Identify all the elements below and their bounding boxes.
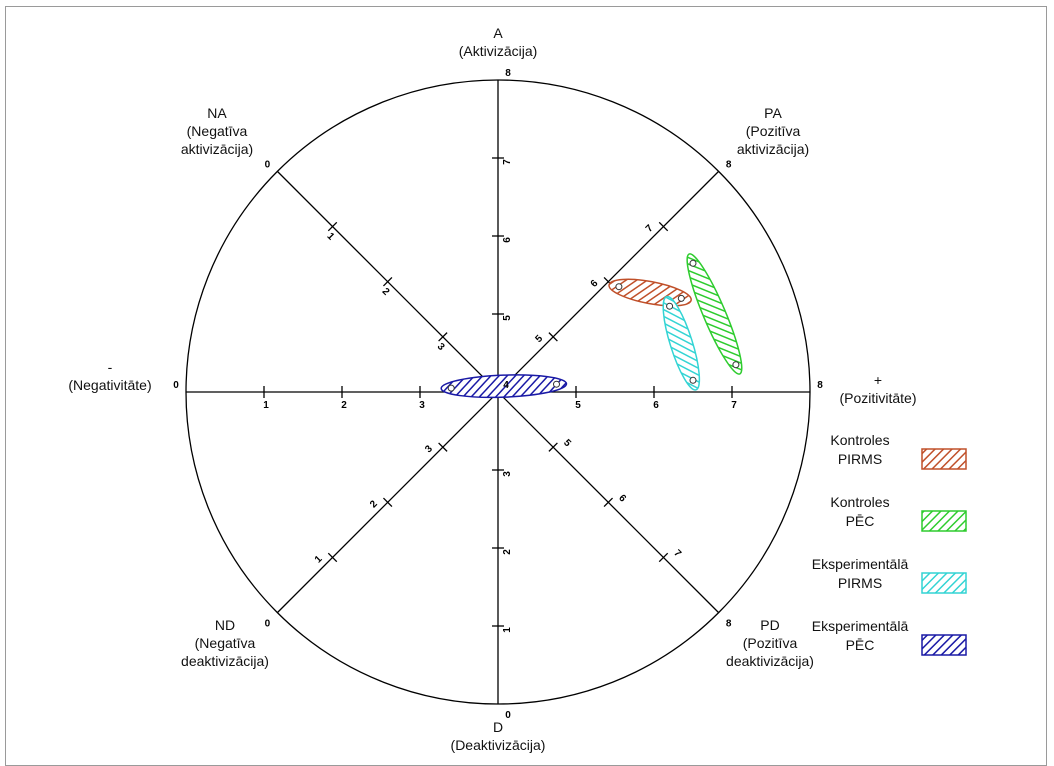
axis-label-negative: -: [108, 359, 113, 375]
tick-mark: [382, 497, 393, 508]
legend-swatch: [921, 572, 967, 594]
tick-mark: [548, 442, 558, 452]
tick-mark: [327, 552, 338, 563]
axis-label-d: D: [493, 719, 503, 735]
axis-label-pa: aktivizācija): [737, 141, 809, 157]
data-point: [447, 384, 455, 392]
tick-label: 3: [423, 443, 435, 455]
tick-label: 3: [419, 400, 425, 411]
tick-mark: [603, 497, 614, 508]
tick-label: 3: [435, 341, 447, 353]
tick-mark: [438, 332, 448, 342]
tick-label: 0: [265, 619, 271, 630]
axis-label-positive: (Pozitivitāte): [839, 390, 916, 406]
axis-label-nd: (Negatīva: [195, 635, 256, 651]
tick-label: 2: [341, 400, 347, 411]
tick-label: 8: [505, 68, 511, 79]
tick-label: 0: [505, 710, 511, 721]
axis-label-negative: (Negativitāte): [68, 377, 151, 393]
tick-label: 2: [368, 498, 380, 510]
tick-label: 1: [502, 627, 513, 633]
tick-label: 5: [575, 400, 581, 411]
tick-mark: [548, 332, 558, 342]
tick-label: 1: [313, 554, 325, 566]
axis-label-pa: (Pozitīva: [746, 123, 801, 139]
axis-label-pd: (Pozitīva: [743, 635, 798, 651]
legend-swatch: [921, 634, 967, 656]
tick-label: 5: [534, 333, 546, 345]
tick-label: 1: [324, 231, 336, 243]
tick-label: 7: [644, 223, 656, 235]
legend-label: Eksperimentālā: [812, 556, 909, 572]
tick-label: 0: [265, 159, 271, 170]
series-ellipse: [608, 278, 692, 307]
axis-label-nd: ND: [215, 617, 235, 633]
axis-label-na: aktivizācija): [181, 141, 253, 157]
axis-label-pa: PA: [764, 105, 782, 121]
legend-label: Eksperimentālā: [812, 618, 909, 634]
axis-label-d: (Deaktivizācija): [451, 737, 546, 753]
data-point: [666, 302, 674, 310]
legend-label: Kontroles: [830, 432, 889, 448]
data-point: [553, 380, 560, 388]
axis-label-na: NA: [207, 105, 227, 121]
tick-label: 5: [502, 315, 513, 321]
tick-label: 6: [589, 278, 601, 290]
tick-mark: [327, 221, 338, 232]
tick-label: 1: [263, 400, 269, 411]
tick-label: 8: [726, 619, 732, 630]
axis-label-a: (Aktivizācija): [459, 43, 538, 59]
data-point: [732, 361, 740, 369]
tick-label: 8: [817, 380, 823, 391]
series-ellipse: [662, 295, 701, 391]
tick-mark: [438, 442, 448, 452]
legend-swatch: [921, 510, 967, 532]
series-ellipse: [440, 374, 568, 399]
data-point: [689, 259, 697, 267]
tick-mark: [382, 276, 393, 287]
axis-label-na: (Negatīva: [187, 123, 248, 139]
data-point: [677, 294, 685, 302]
tick-label: 8: [726, 159, 732, 170]
data-point: [615, 283, 623, 291]
axis-label-positive: +: [874, 372, 882, 388]
axis-label-nd: deaktivizācija): [181, 653, 269, 669]
tick-label: 7: [671, 548, 683, 560]
tick-label: 4: [503, 380, 509, 391]
legend-label: PĒC: [846, 513, 875, 529]
tick-label: 6: [616, 493, 628, 505]
data-point: [689, 376, 697, 384]
tick-label: 2: [502, 549, 513, 555]
axis-label-a: A: [493, 25, 503, 41]
tick-label: 6: [502, 237, 513, 243]
legend-label: Kontroles: [830, 494, 889, 510]
tick-label: 7: [502, 159, 513, 165]
series-ellipse: [686, 253, 743, 375]
tick-label: 3: [502, 471, 513, 477]
tick-label: 2: [380, 286, 392, 298]
axis-label-pd: PD: [760, 617, 779, 633]
tick-label: 5: [561, 438, 573, 450]
legend-label: PIRMS: [838, 451, 882, 467]
tick-mark: [658, 221, 669, 232]
tick-label: 0: [173, 380, 179, 391]
legend-label: PIRMS: [838, 575, 882, 591]
tick-mark: [658, 552, 669, 563]
tick-label: 7: [731, 400, 737, 411]
legend-label: PĒC: [846, 637, 875, 653]
tick-label: 6: [653, 400, 659, 411]
axis-label-pd: deaktivizācija): [726, 653, 814, 669]
legend-swatch: [921, 448, 967, 470]
